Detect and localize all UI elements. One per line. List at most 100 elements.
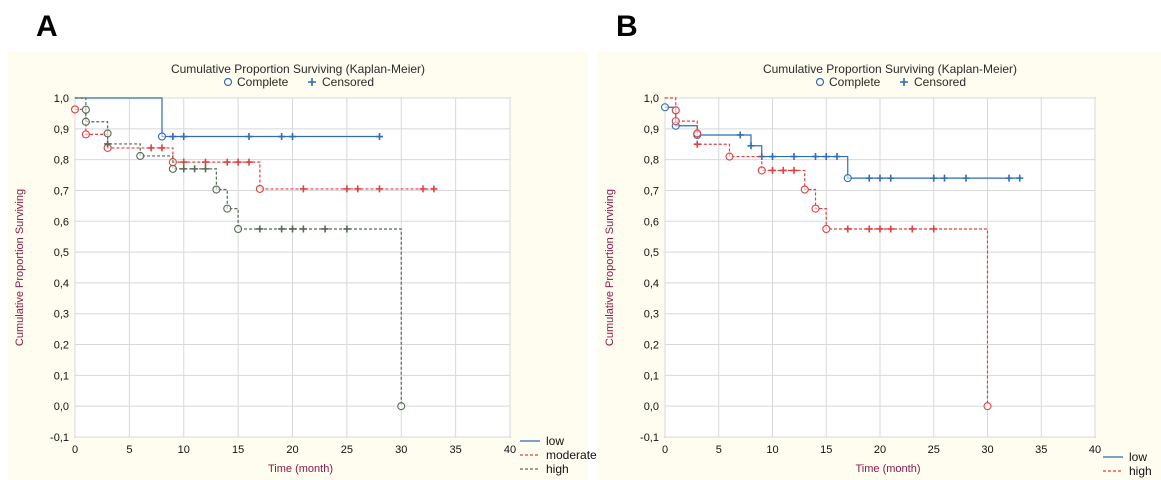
y-tick-label: 0,5 xyxy=(54,247,69,259)
complete-point xyxy=(800,185,809,194)
y-tick-label: 0,8 xyxy=(644,155,659,167)
complete-point xyxy=(212,185,221,194)
censored-point xyxy=(876,174,884,182)
complete-point xyxy=(693,129,702,138)
complete-marker-icon xyxy=(223,77,233,87)
y-tick-label: 0,8 xyxy=(54,155,69,167)
complete-point xyxy=(223,204,232,213)
censored-point xyxy=(158,144,166,152)
x-tick-label: 10 xyxy=(178,444,190,456)
censored-point xyxy=(887,174,895,182)
censored-point xyxy=(822,153,830,161)
censored-point xyxy=(299,185,307,193)
complete-point xyxy=(103,129,112,138)
censored-point xyxy=(169,133,177,141)
complete-point xyxy=(397,402,406,411)
y-tick-label: -0,1 xyxy=(50,432,69,444)
censored-point xyxy=(747,142,755,150)
complete-point xyxy=(671,117,680,126)
censored-point xyxy=(930,174,938,182)
x-tick-label: 40 xyxy=(1089,444,1101,456)
complete-point xyxy=(81,130,90,139)
censored-point xyxy=(180,165,188,173)
x-tick-label: 15 xyxy=(820,444,832,456)
series-line-high xyxy=(75,97,402,407)
complete-point xyxy=(811,204,820,213)
complete-point xyxy=(725,152,734,161)
legend-label-low: low xyxy=(546,434,564,448)
panel-a-letter: A xyxy=(36,10,58,43)
legend-label-high: high xyxy=(546,462,569,476)
complete-point xyxy=(822,224,831,234)
censored-point xyxy=(779,166,787,174)
x-axis-label: Time (month) xyxy=(268,463,333,475)
censored-point xyxy=(223,158,231,166)
y-tick-label: 0,5 xyxy=(644,247,659,259)
series-line-high xyxy=(665,97,989,407)
y-tick-label: 0,2 xyxy=(644,340,659,352)
censored-point xyxy=(180,133,188,141)
censored-point xyxy=(289,133,296,141)
x-tick-label: 35 xyxy=(1035,444,1047,456)
censored-point xyxy=(865,225,873,233)
y-tick-label: 0,7 xyxy=(54,185,69,197)
censored-point xyxy=(790,166,798,174)
censored-point xyxy=(790,153,798,161)
legend-censored-label: Censored xyxy=(914,75,966,89)
censored-point xyxy=(245,133,253,141)
x-tick-label: 0 xyxy=(72,444,78,456)
y-tick-label: 0,2 xyxy=(54,340,69,352)
y-tick-label: 0,6 xyxy=(54,216,69,228)
censored-point xyxy=(376,133,383,141)
censored-point xyxy=(202,165,209,173)
y-tick-label: 0,0 xyxy=(54,401,69,413)
x-tick-label: 10 xyxy=(766,444,778,456)
complete-point xyxy=(843,174,852,183)
x-tick-label: 25 xyxy=(341,444,353,456)
y-axis-label: Cumulative Proportion Surviving xyxy=(14,189,26,346)
x-tick-label: 15 xyxy=(232,444,244,456)
complete-point xyxy=(136,151,145,160)
complete-point xyxy=(660,103,670,112)
complete-point xyxy=(168,164,177,173)
x-tick-label: 30 xyxy=(981,444,993,456)
y-tick-label: 0,3 xyxy=(54,309,69,321)
x-axis-label: Time (month) xyxy=(856,463,921,475)
series-line-low xyxy=(75,97,380,138)
censored-point xyxy=(930,225,938,233)
censored-point xyxy=(769,153,776,161)
censored-point xyxy=(278,225,286,233)
censored-point xyxy=(887,225,895,233)
censored-point xyxy=(289,225,296,233)
censored-point xyxy=(299,225,307,233)
censored-point xyxy=(736,131,744,139)
legend-censored-label: Censored xyxy=(322,75,374,89)
legend-label-moderate: moderate xyxy=(546,448,597,462)
censored-point xyxy=(256,225,264,233)
x-tick-label: 5 xyxy=(126,444,132,456)
censored-point xyxy=(833,153,841,161)
censored-point xyxy=(876,225,884,233)
y-tick-label: -0,1 xyxy=(640,432,659,444)
censored-point xyxy=(104,140,112,148)
censored-point xyxy=(769,166,776,174)
y-tick-label: 0,0 xyxy=(644,401,659,413)
censored-point xyxy=(693,140,701,148)
censored-marker-icon xyxy=(900,78,908,86)
complete-point xyxy=(757,166,766,175)
x-tick-label: 20 xyxy=(286,444,298,456)
censored-point xyxy=(1005,174,1013,182)
y-axis-label: Cumulative Proportion Surviving xyxy=(604,189,616,346)
y-tick-label: 0,4 xyxy=(54,278,69,290)
censored-point xyxy=(234,158,242,166)
y-tick-label: 0,6 xyxy=(644,216,659,228)
y-tick-label: 0,1 xyxy=(54,370,69,382)
y-tick-label: 1,0 xyxy=(644,93,659,105)
complete-point xyxy=(81,105,90,114)
x-tick-label: 30 xyxy=(395,444,407,456)
complete-point xyxy=(157,132,167,141)
complete-marker-icon xyxy=(815,77,825,87)
censored-marker-icon xyxy=(308,78,316,86)
censored-point xyxy=(245,158,253,166)
censored-point xyxy=(343,185,351,193)
